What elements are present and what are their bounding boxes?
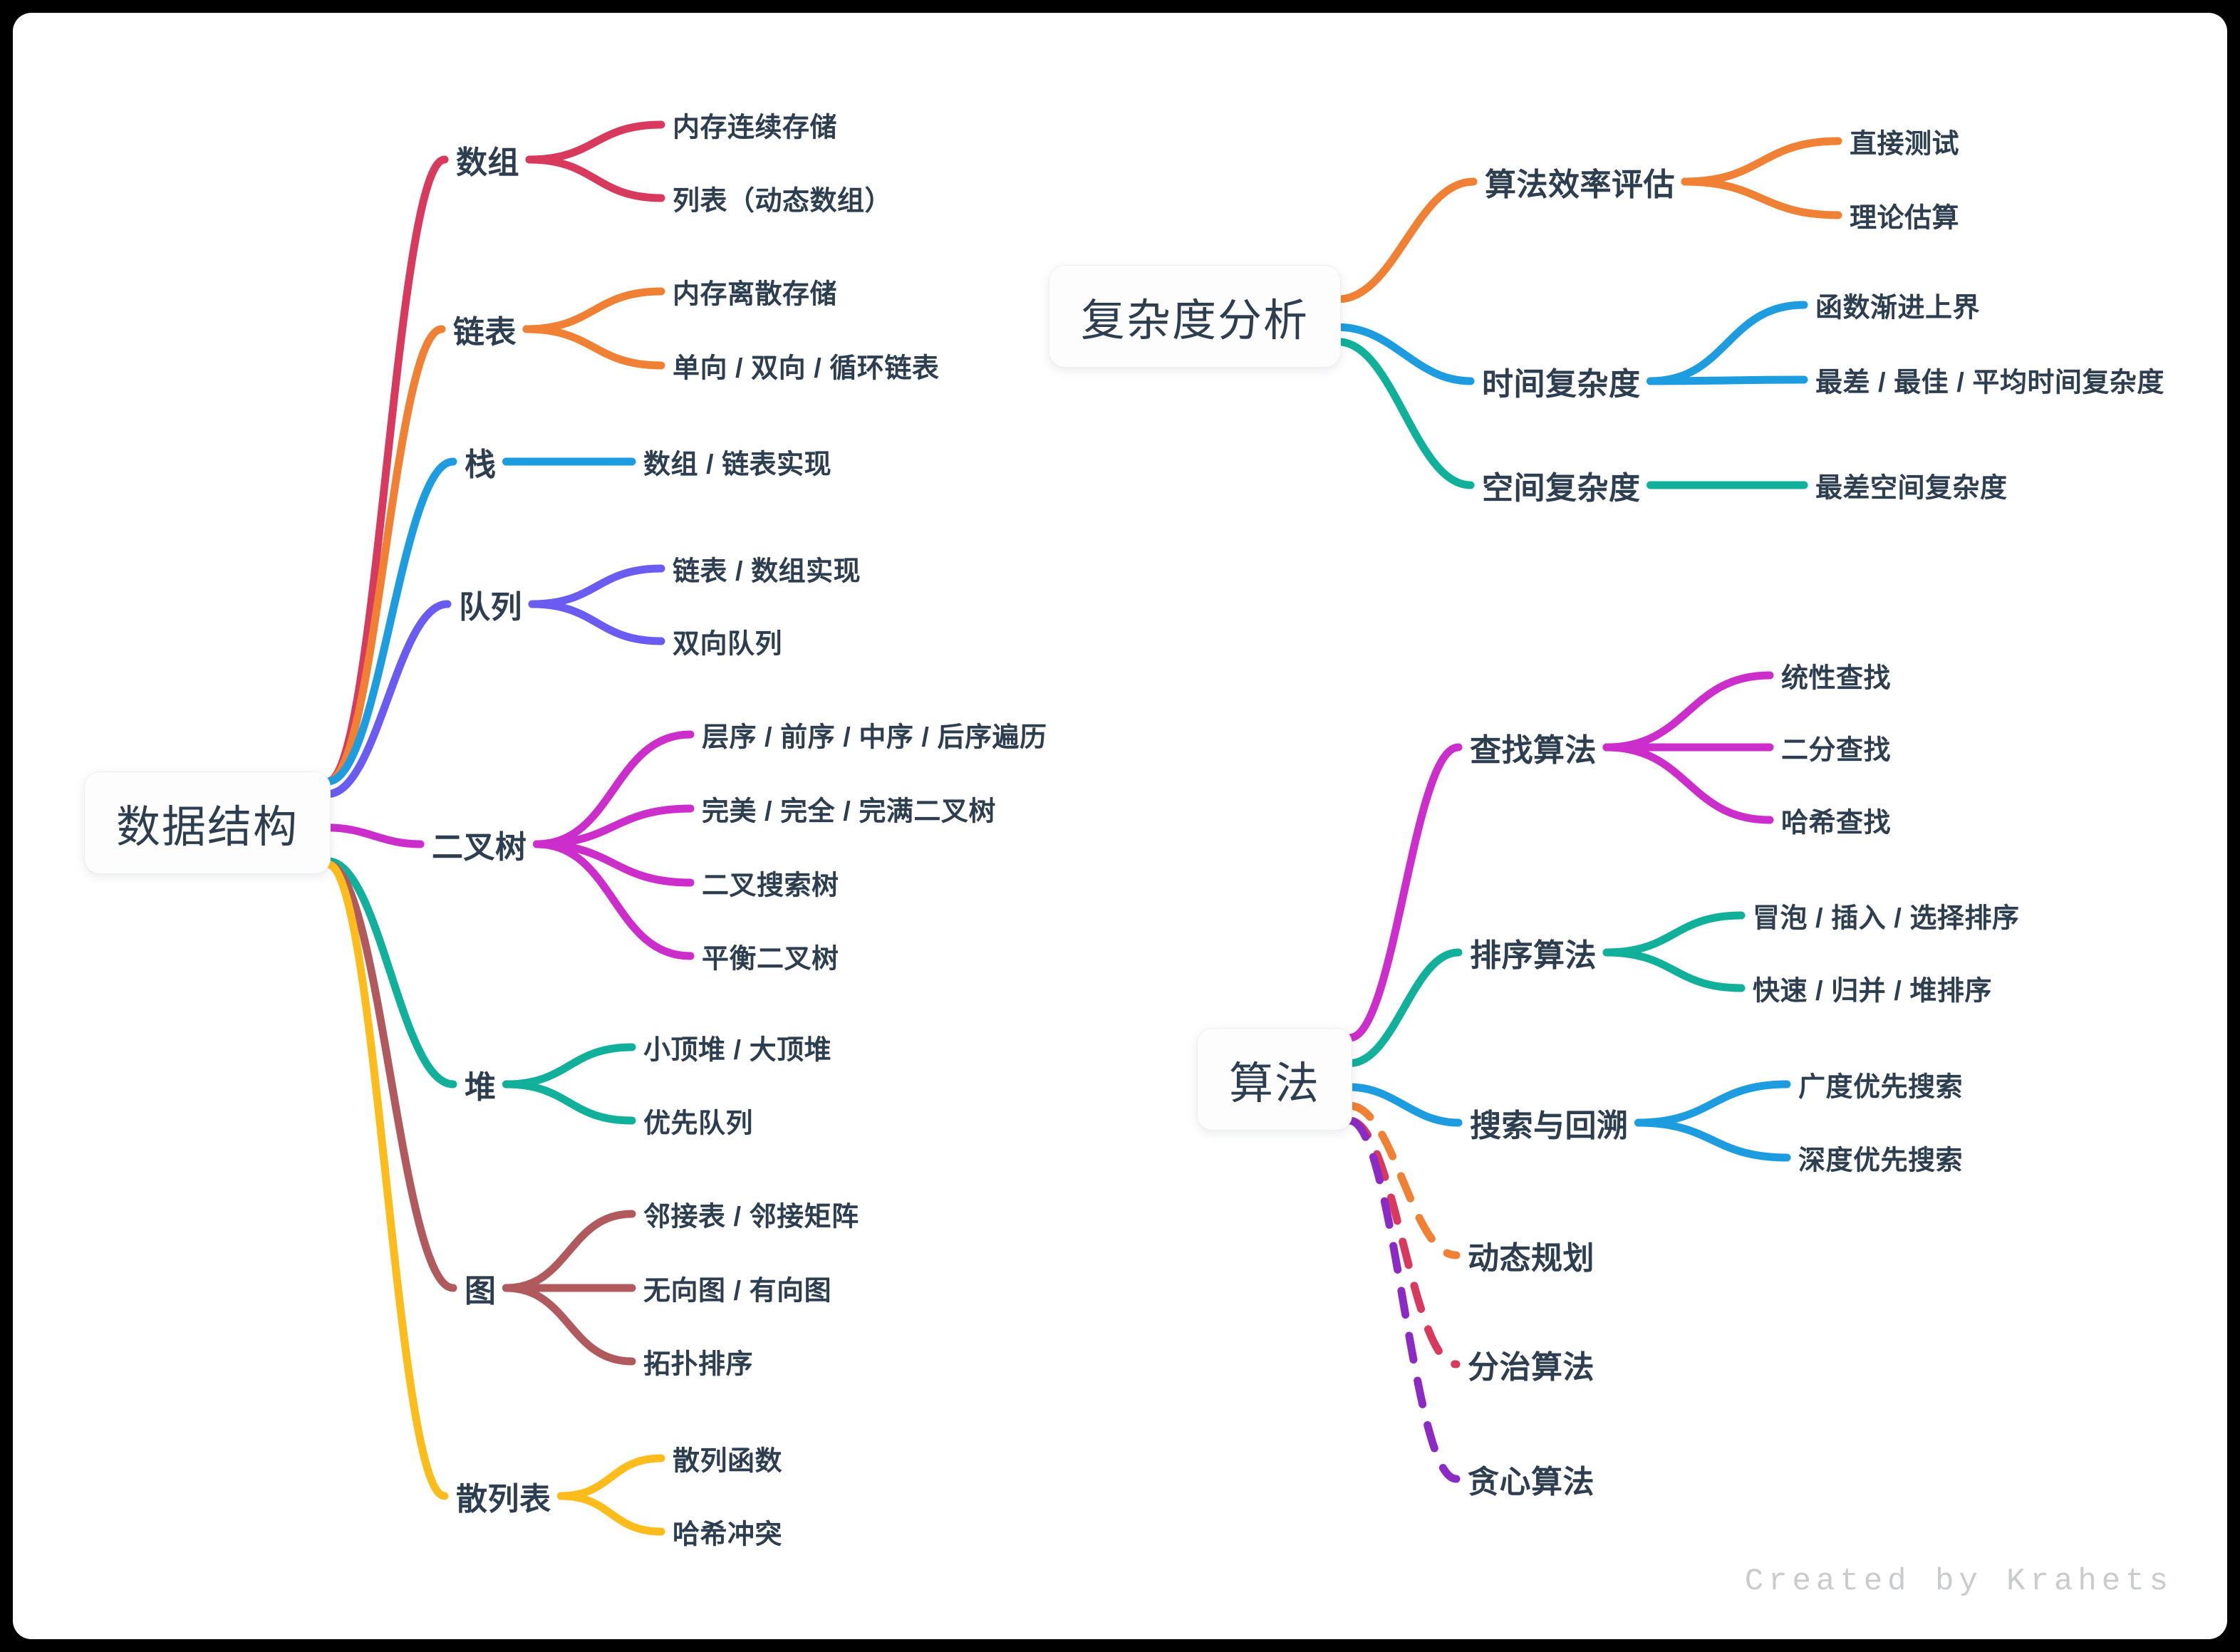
- branch-label-6[interactable]: 图: [465, 1274, 497, 1309]
- branch-label-7[interactable]: 散列表: [456, 1482, 551, 1517]
- leaf-label-7-0[interactable]: 散列函数: [673, 1446, 783, 1477]
- leaf-label-13-1[interactable]: 深度优先搜索: [1798, 1146, 1964, 1176]
- connector: [1345, 948, 1463, 1068]
- connector: [1634, 1118, 1791, 1162]
- leaf-label-1-1[interactable]: 单向 / 双向 / 循环链表: [673, 353, 940, 384]
- branch-label-12[interactable]: 排序算法: [1470, 938, 1597, 973]
- leaf-label-3-0[interactable]: 链表 / 数组实现: [673, 556, 861, 587]
- leaf-label-5-0[interactable]: 小顶堆 / 大顶堆: [643, 1035, 832, 1066]
- branch-label-10[interactable]: 空间复杂度: [1482, 471, 1641, 506]
- connector: [502, 1080, 636, 1125]
- connector: [1647, 301, 1808, 385]
- leaf-label-11-2[interactable]: 哈希查找: [1781, 808, 1892, 838]
- branch-label-0[interactable]: 数组: [456, 145, 519, 180]
- connector: [1602, 671, 1774, 752]
- connector: [522, 325, 665, 370]
- leaf-label-8-0[interactable]: 直接测试: [1850, 129, 1960, 160]
- connector: [502, 1210, 636, 1292]
- connector: [528, 564, 665, 608]
- branch-label-1[interactable]: 链表: [453, 315, 517, 350]
- leaf-label-6-2[interactable]: 拓扑排序: [643, 1349, 754, 1380]
- branch-label-3[interactable]: 队列: [459, 590, 522, 625]
- branch-label-11[interactable]: 查找算法: [1470, 733, 1597, 768]
- connector: [528, 600, 665, 645]
- leaf-label-9-0[interactable]: 函数渐进上界: [1815, 293, 1981, 323]
- leaf-label-3-1[interactable]: 双向队列: [673, 629, 783, 660]
- leaf-label-1-0[interactable]: 内存离散存储: [673, 279, 838, 310]
- connector: [1647, 375, 1808, 385]
- leaf-label-0-0[interactable]: 内存连续存储: [673, 113, 838, 143]
- connector: [525, 120, 665, 164]
- leaf-label-2-0[interactable]: 数组 / 链表实现: [643, 450, 832, 480]
- leaf-label-9-1[interactable]: 最差 / 最佳 / 平均时间复杂度: [1815, 368, 2164, 398]
- connector: [1681, 137, 1842, 186]
- branch-label-5[interactable]: 堆: [465, 1070, 497, 1105]
- leaf-label-13-0[interactable]: 广度优先搜索: [1798, 1072, 1964, 1103]
- connector: [323, 824, 425, 848]
- leaf-label-11-1[interactable]: 二分查找: [1781, 735, 1892, 766]
- leaf-label-12-1[interactable]: 快速 / 归并 / 堆排序: [1753, 976, 1992, 1007]
- branch-label-9[interactable]: 时间复杂度: [1482, 367, 1641, 402]
- root-node-cx[interactable]: 复杂度分析: [1049, 265, 1342, 368]
- connector: [557, 1454, 665, 1500]
- connector: [1681, 177, 1842, 219]
- root-node-alg[interactable]: 算法: [1197, 1028, 1353, 1131]
- connector: [1345, 1083, 1463, 1127]
- connector: [525, 155, 665, 202]
- connector: [1345, 1116, 1461, 1368]
- connector: [323, 600, 452, 799]
- leaf-label-6-0[interactable]: 邻接表 / 邻接矩阵: [643, 1202, 859, 1232]
- leaf-label-0-1[interactable]: 列表（动态数组）: [673, 186, 893, 217]
- credit-label: Created by Krahets: [1744, 1564, 2173, 1599]
- connector: [1345, 1116, 1461, 1483]
- connector: [502, 1043, 636, 1089]
- connector: [1334, 338, 1475, 489]
- connector: [1345, 1101, 1461, 1259]
- leaf-label-10-0[interactable]: 最差空间复杂度: [1815, 473, 2008, 504]
- connector: [323, 860, 457, 1292]
- connector: [323, 457, 457, 786]
- connector: [323, 860, 449, 1500]
- branch-label-13[interactable]: 搜索与回溯: [1470, 1108, 1629, 1143]
- leaf-label-4-2[interactable]: 二叉搜索树: [702, 871, 839, 901]
- leaf-label-5-1[interactable]: 优先队列: [643, 1108, 754, 1139]
- leaf-label-4-1[interactable]: 完美 / 完全 / 完满二叉树: [702, 796, 996, 827]
- branch-label-8[interactable]: 算法效率评估: [1485, 167, 1675, 202]
- connector: [1334, 323, 1475, 385]
- connector: [1345, 743, 1463, 1042]
- connector: [1634, 1080, 1791, 1127]
- connector: [522, 287, 665, 333]
- branch-label-15[interactable]: 分治算法: [1468, 1350, 1595, 1385]
- leaf-label-11-0[interactable]: 统性查找: [1781, 663, 1892, 694]
- leaf-label-7-1[interactable]: 哈希冲突: [673, 1519, 783, 1550]
- connector: [323, 857, 457, 1089]
- leaf-label-8-1[interactable]: 理论估算: [1850, 203, 1960, 234]
- leaf-label-4-3[interactable]: 平衡二叉树: [702, 944, 839, 975]
- connector: [533, 840, 695, 960]
- branch-label-4[interactable]: 二叉树: [432, 830, 527, 865]
- connector: [557, 1492, 665, 1536]
- mindmap-connectors: [323, 120, 1842, 1536]
- leaf-label-6-1[interactable]: 无向图 / 有向图: [643, 1276, 832, 1306]
- connector: [1334, 177, 1478, 303]
- connector: [1602, 948, 1746, 992]
- connector: [323, 155, 449, 786]
- connector: [1602, 911, 1746, 957]
- connector: [1602, 743, 1774, 824]
- root-node-ds[interactable]: 数据结构: [84, 772, 331, 874]
- leaf-label-4-0[interactable]: 层序 / 前序 / 中序 / 后序遍历: [702, 722, 1047, 753]
- connector: [323, 325, 446, 786]
- branch-label-2[interactable]: 栈: [465, 447, 497, 482]
- branch-label-14[interactable]: 动态规划: [1468, 1241, 1595, 1276]
- branch-label-16[interactable]: 贪心算法: [1468, 1465, 1595, 1500]
- leaf-label-12-0[interactable]: 冒泡 / 插入 / 选择排序: [1753, 903, 2020, 934]
- mindmap-paper: 数据结构 复杂度分析算法 数组 内存连续存储列表（动态数组） 链表 内存离散存储单向 / …: [13, 13, 2227, 1639]
- connector: [502, 1284, 636, 1366]
